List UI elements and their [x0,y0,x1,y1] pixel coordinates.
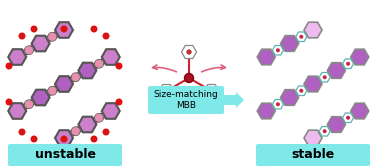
Polygon shape [304,76,322,92]
Polygon shape [257,49,275,65]
FancyBboxPatch shape [148,86,224,114]
Circle shape [116,98,122,106]
Circle shape [94,59,104,68]
Polygon shape [181,46,197,58]
Circle shape [6,62,12,70]
Circle shape [60,26,68,32]
Circle shape [164,89,169,93]
Polygon shape [55,22,73,38]
FancyBboxPatch shape [256,144,370,166]
Polygon shape [78,117,96,132]
Polygon shape [296,32,307,41]
Circle shape [71,127,80,136]
Polygon shape [342,59,353,69]
Text: Size-matching
MBB: Size-matching MBB [153,90,218,110]
Polygon shape [257,103,275,119]
Polygon shape [78,63,96,78]
Circle shape [25,46,33,55]
Circle shape [6,98,12,106]
Circle shape [48,32,57,41]
Polygon shape [319,72,330,82]
Polygon shape [351,103,369,119]
Circle shape [102,129,110,136]
Polygon shape [55,76,73,92]
Polygon shape [304,22,322,38]
Polygon shape [222,92,244,108]
Circle shape [90,136,98,142]
Circle shape [276,48,280,52]
Polygon shape [102,103,120,119]
Circle shape [276,102,280,106]
Circle shape [323,129,327,133]
Text: unstable: unstable [34,149,96,161]
Polygon shape [351,49,369,65]
Circle shape [187,50,191,54]
Polygon shape [102,49,120,65]
Polygon shape [273,46,284,55]
Circle shape [299,35,303,39]
Circle shape [299,89,303,93]
Polygon shape [327,117,345,132]
Polygon shape [32,90,50,105]
Polygon shape [304,130,322,146]
Circle shape [19,129,25,136]
Circle shape [31,26,37,32]
Circle shape [31,136,37,142]
Polygon shape [342,113,353,122]
Circle shape [346,62,350,66]
Circle shape [71,73,80,82]
Polygon shape [319,127,330,136]
Circle shape [116,62,122,70]
Polygon shape [55,130,73,146]
Circle shape [102,32,110,39]
Text: stable: stable [291,149,335,161]
Polygon shape [280,36,299,51]
Circle shape [19,32,25,39]
Circle shape [323,75,327,79]
Polygon shape [296,86,307,96]
Polygon shape [280,90,299,105]
Polygon shape [273,99,284,109]
Polygon shape [8,49,26,65]
Circle shape [346,116,350,120]
Polygon shape [204,85,219,97]
Circle shape [94,113,104,122]
Circle shape [209,89,214,93]
Polygon shape [8,103,26,119]
Polygon shape [327,63,345,78]
Circle shape [48,86,57,95]
Polygon shape [159,85,174,97]
Polygon shape [32,36,50,51]
Circle shape [184,74,194,82]
Circle shape [90,26,98,32]
Circle shape [60,136,68,142]
Circle shape [25,100,33,109]
FancyBboxPatch shape [8,144,122,166]
